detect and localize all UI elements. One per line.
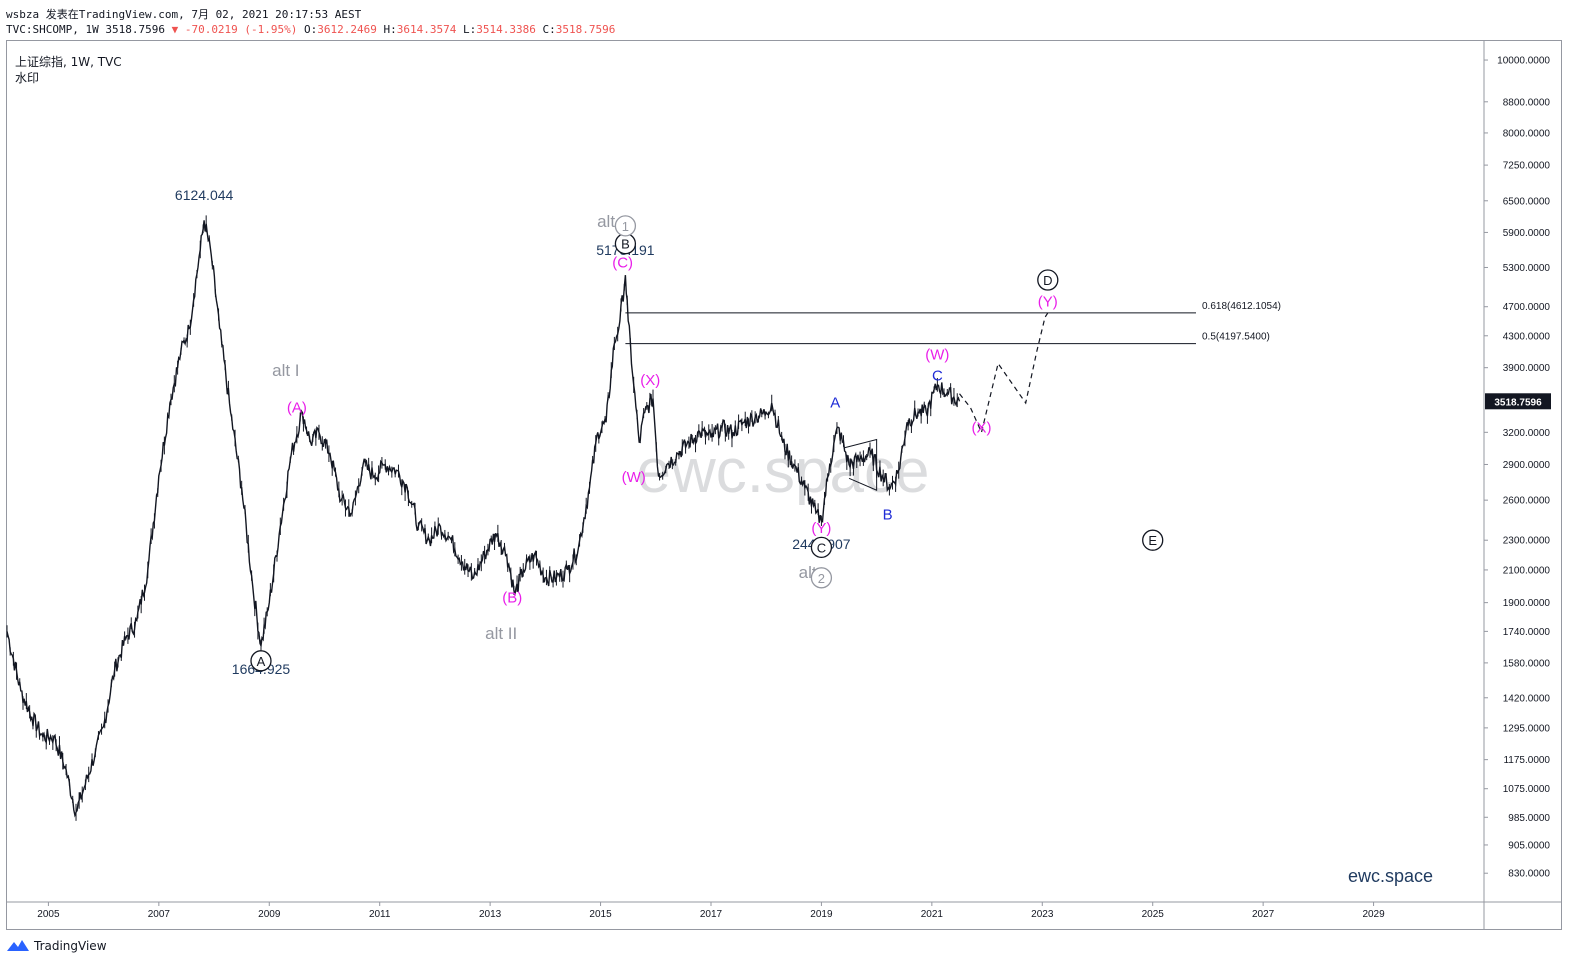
y-tick-label: 2900.0000	[1503, 460, 1551, 471]
y-tick-label: 2300.0000	[1503, 536, 1551, 547]
change-label: ▼ -70.0219 (-1.95%)	[171, 23, 298, 36]
last-price-value: 3518.7596	[1494, 397, 1542, 408]
circled-wave-marker	[810, 567, 833, 589]
wave-label: (A)	[287, 400, 307, 417]
circled-wave-label: E	[1148, 533, 1157, 548]
y-tick-label: 985.0000	[1508, 813, 1550, 824]
y-tick-label: 905.0000	[1508, 840, 1550, 851]
y-tick-label: 1175.0000	[1503, 755, 1550, 766]
chart-frame[interactable]	[6, 40, 1562, 930]
wave-label: (X)	[640, 372, 660, 389]
y-tick-label: 7250.0000	[1503, 161, 1551, 172]
close-value: 3518.7596	[555, 23, 616, 36]
x-tick-label: 2013	[479, 909, 502, 920]
last-price-tag	[1485, 393, 1551, 410]
y-tick-label: 4700.0000	[1503, 302, 1551, 313]
circled-wave-label: B	[621, 237, 630, 252]
x-tick-label: 2015	[589, 909, 612, 920]
wave-label: (B)	[502, 590, 522, 607]
publish-info: wsbza 发表在TradingView.com, 7月 02, 2021 20…	[6, 8, 362, 21]
low-label: L:	[463, 23, 477, 36]
open-value: 3612.2469	[317, 23, 377, 36]
wave-label: A	[830, 395, 840, 412]
x-tick-label: 2027	[1252, 909, 1275, 920]
y-tick-label: 1420.0000	[1503, 693, 1551, 704]
y-tick-label: 1580.0000	[1503, 658, 1551, 669]
y-tick-label: 830.0000	[1508, 869, 1550, 880]
low-value: 3514.3386	[476, 23, 536, 36]
y-tick-label: 1075.0000	[1503, 784, 1551, 795]
wave-label: (Y)	[811, 520, 831, 537]
circled-wave-label: C	[817, 540, 826, 555]
wave-label: alt I	[272, 361, 299, 380]
circled-wave-marker	[810, 536, 833, 559]
y-tick-label: 1295.0000	[1503, 723, 1551, 734]
ohlc-header: TVC:SHCOMP, 1W 3518.7596 ▼ -70.0219 (-1.…	[6, 23, 615, 36]
x-tick-label: 2017	[700, 909, 723, 920]
symbol-label[interactable]: TVC:SHCOMP, 1W 3518.7596	[6, 23, 165, 36]
x-tick-label: 2021	[921, 909, 944, 920]
y-tick-label: 3200.0000	[1503, 428, 1551, 439]
circled-wave-marker	[250, 650, 272, 672]
circled-wave-label: 1	[622, 219, 629, 234]
symbol-legend: 上证综指, 1W, TVC 水印	[15, 54, 122, 86]
wave-label: C	[932, 367, 943, 384]
x-tick-label: 2025	[1142, 909, 1165, 920]
x-tick-label: 2019	[810, 909, 833, 920]
y-tick-label: 1740.0000	[1503, 627, 1551, 638]
y-tick-label: 5300.0000	[1503, 263, 1551, 274]
circled-wave-marker	[1037, 269, 1059, 291]
x-tick-label: 2005	[37, 909, 60, 920]
y-tick-label: 6500.0000	[1503, 196, 1551, 207]
x-tick-label: 2029	[1362, 909, 1385, 920]
wave-label: (W)	[925, 346, 949, 363]
wave-label: (Y)	[1038, 294, 1058, 311]
circled-wave-label: D	[1043, 273, 1052, 288]
footer[interactable]: TradingView	[6, 938, 107, 954]
symbol-title: 上证综指, 1W, TVC	[15, 55, 122, 69]
circled-wave-marker	[614, 215, 637, 237]
watermark: ewc.space	[637, 437, 930, 506]
y-tick-label: 4300.0000	[1503, 331, 1551, 342]
circled-wave-label: 2	[818, 571, 825, 586]
wave-label: (X)	[972, 419, 992, 436]
brand-corner: ewc.space	[1348, 866, 1433, 886]
footer-brand: TradingView	[34, 939, 107, 953]
y-tick-label: 8800.0000	[1503, 97, 1551, 108]
x-tick-label: 2007	[148, 909, 171, 920]
y-tick-label: 2100.0000	[1503, 565, 1551, 576]
wave-label: (W)	[622, 469, 646, 486]
circled-wave-marker	[1142, 529, 1164, 551]
wave-label: alt II	[485, 624, 517, 643]
wave-label: alt	[597, 212, 615, 231]
x-tick-label: 2023	[1031, 909, 1054, 920]
tradingview-logo-icon	[7, 940, 29, 951]
wave-label: B	[883, 507, 893, 524]
y-tick-label: 1900.0000	[1503, 598, 1551, 609]
open-label: O:	[304, 23, 318, 36]
y-tick-label: 3900.0000	[1503, 363, 1551, 374]
symbol-subtitle: 水印	[15, 71, 40, 85]
wave-label: (C)	[612, 254, 633, 271]
price-series-line	[6, 220, 961, 818]
price-annotation: 6124.044	[175, 187, 234, 203]
x-tick-label: 2011	[369, 909, 391, 920]
fib-level-label: 0.618(4612.1054)	[1202, 301, 1281, 312]
high-label: H:	[383, 23, 397, 36]
close-label: C:	[542, 23, 556, 36]
y-tick-label: 5900.0000	[1503, 228, 1551, 239]
fib-level-label: 0.5(4197.5400)	[1202, 332, 1270, 343]
circled-wave-label: A	[257, 654, 266, 669]
projection-path	[959, 312, 1049, 435]
y-tick-label: 2600.0000	[1503, 496, 1551, 507]
x-tick-label: 2009	[258, 909, 281, 920]
high-value: 3614.3574	[396, 23, 457, 36]
y-tick-label: 10000.0000	[1497, 56, 1550, 67]
y-tick-label: 8000.0000	[1503, 128, 1551, 139]
